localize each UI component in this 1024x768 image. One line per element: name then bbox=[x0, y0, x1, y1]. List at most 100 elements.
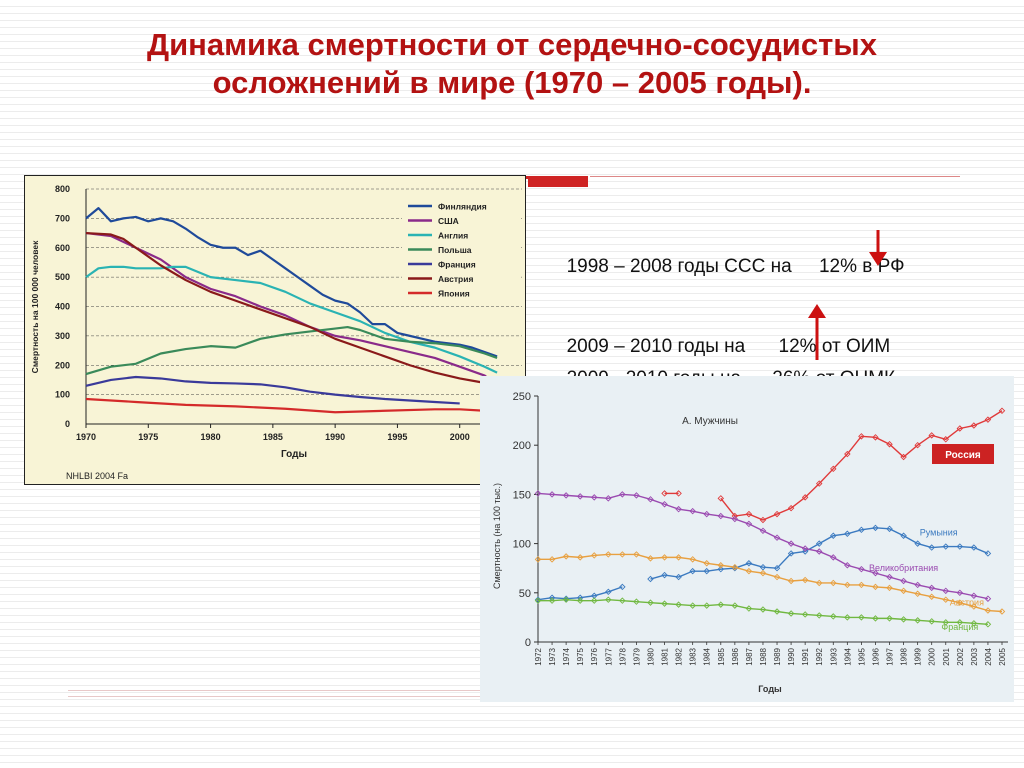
chart-2-point bbox=[844, 530, 851, 537]
chart-1-legend-label: Финляндия bbox=[438, 202, 487, 212]
chart-2-point bbox=[787, 540, 795, 547]
chart-2-xtick: 1981 bbox=[661, 647, 670, 665]
chart-2-point bbox=[759, 516, 767, 524]
chart-1-xtick: 1970 bbox=[76, 432, 96, 442]
chart-2-xtick: 1998 bbox=[900, 647, 909, 665]
chart-2-point bbox=[872, 434, 879, 441]
chart-1-ylabel: Смертность на 100 000 человек bbox=[30, 240, 40, 373]
chart-2-point bbox=[872, 524, 879, 532]
chart-1-xtick: 1995 bbox=[387, 432, 407, 442]
chart-1-xtick: 1990 bbox=[325, 432, 345, 442]
chart-2-point bbox=[970, 603, 978, 610]
chart-2-point bbox=[801, 545, 809, 552]
chart-2-point bbox=[619, 551, 626, 558]
chart-1-legend-label: Польша bbox=[438, 245, 472, 255]
chart-2-point bbox=[998, 407, 1006, 414]
chart-2-point bbox=[998, 608, 1006, 615]
chart-2-point bbox=[534, 490, 542, 497]
chart-1-ytick: 200 bbox=[55, 360, 70, 370]
note-2-text-b: 12% от ОИМ bbox=[778, 336, 891, 357]
chart-2-point bbox=[858, 433, 865, 440]
chart-2-xtick: 1987 bbox=[745, 647, 754, 665]
chart-2-point bbox=[745, 560, 753, 567]
chart-2-point bbox=[745, 567, 753, 575]
chart-2-point bbox=[675, 573, 682, 581]
note-1-text-b: 12% в РФ bbox=[818, 256, 905, 277]
chart-2-series-line bbox=[538, 598, 988, 625]
chart-2-point bbox=[605, 551, 612, 558]
chart-2-point bbox=[703, 510, 710, 518]
chart-2-point bbox=[942, 436, 949, 443]
chart-2-point bbox=[984, 416, 992, 423]
chart-2-point bbox=[830, 579, 837, 587]
chart-2-point bbox=[576, 597, 584, 604]
chart-2-point bbox=[956, 543, 964, 550]
chart-2-point bbox=[970, 544, 978, 551]
chart-2-xtick: 2003 bbox=[970, 647, 979, 665]
chart-2-xtick: 1980 bbox=[646, 647, 655, 665]
chart-2-xtick: 1982 bbox=[675, 647, 684, 665]
chart-2-men-mortality: А. Мужчины Годы Смертность (на 100 тыс.)… bbox=[480, 376, 1014, 702]
chart-1-series-line bbox=[85, 206, 498, 358]
chart-2-xtick: 1975 bbox=[576, 647, 585, 665]
chart-2-point bbox=[815, 480, 823, 487]
chart-2-point bbox=[717, 601, 725, 608]
chart-2-point bbox=[731, 515, 739, 523]
chart-1-series-line bbox=[85, 265, 498, 374]
note-line-1: 1998 – 2008 годы ССС на 12% в РФ bbox=[556, 234, 905, 278]
chart-1-ytick: 800 bbox=[55, 184, 70, 194]
slide-title-line2: осложнений в мире (1970 – 2005 годы). bbox=[212, 65, 812, 100]
russia-badge bbox=[932, 444, 994, 464]
chart-1-xtick: 1975 bbox=[138, 432, 158, 442]
arrow-down-icon bbox=[869, 230, 887, 266]
chart-2-point bbox=[914, 590, 921, 598]
chart-2-point bbox=[731, 602, 739, 609]
chart-2-point bbox=[591, 494, 598, 501]
chart-2-point bbox=[928, 432, 935, 439]
chart-2-point bbox=[745, 510, 753, 518]
chart-2-point bbox=[928, 618, 935, 625]
chart-1-legend-label: США bbox=[438, 216, 459, 226]
chart-2-point bbox=[675, 601, 682, 608]
chart-2-point bbox=[844, 562, 851, 569]
chart-1-ytick: 0 bbox=[65, 419, 70, 429]
chart-2-point bbox=[548, 491, 556, 498]
chart-2-point bbox=[759, 527, 767, 535]
chart-2-xtick: 2000 bbox=[928, 647, 937, 665]
chart-2-ytick: 0 bbox=[525, 637, 531, 649]
chart-2-xtick: 1991 bbox=[801, 647, 810, 665]
chart-2-point bbox=[844, 450, 851, 458]
chart-2-xtick: 1992 bbox=[815, 647, 824, 665]
chart-2-xtick: 1974 bbox=[562, 647, 571, 665]
chart-2-point bbox=[647, 496, 654, 503]
chart-2-xtick: 1989 bbox=[773, 647, 782, 665]
chart-2-xtick: 1986 bbox=[731, 647, 740, 665]
chart-2-point bbox=[956, 589, 964, 597]
chart-2-xtick: 1994 bbox=[843, 647, 852, 665]
chart-2-point bbox=[914, 617, 921, 624]
chart-2-point bbox=[830, 613, 837, 620]
chart-2-point bbox=[773, 510, 781, 518]
chart-1-xtick: 1980 bbox=[201, 432, 221, 442]
chart-1-xtick: 2000 bbox=[450, 432, 470, 442]
chart-2-point bbox=[984, 607, 992, 614]
thin-divider bbox=[590, 176, 960, 177]
chart-2-series-line bbox=[537, 492, 989, 600]
chart-2-point bbox=[815, 579, 823, 587]
chart-1-series-line bbox=[85, 231, 498, 387]
chart-2-point bbox=[787, 577, 795, 585]
chart-1-ytick: 600 bbox=[55, 243, 70, 253]
slide-title: Динамика смертности от сердечно-сосудист… bbox=[60, 26, 964, 102]
chart-2-point bbox=[689, 556, 696, 563]
chart-2-point bbox=[717, 562, 725, 569]
chart-2-point bbox=[815, 612, 823, 619]
chart-2-point bbox=[886, 573, 893, 581]
chart-2-point bbox=[562, 553, 570, 560]
chart-2-point bbox=[886, 440, 893, 448]
chart-2-ytick: 50 bbox=[519, 588, 531, 600]
chart-2-point bbox=[745, 520, 753, 528]
slide-title-line1: Динамика смертности от сердечно-сосудист… bbox=[146, 27, 877, 62]
chart-2-point bbox=[717, 565, 725, 573]
chart-2-point bbox=[970, 592, 978, 599]
chart-2-point bbox=[675, 505, 682, 513]
